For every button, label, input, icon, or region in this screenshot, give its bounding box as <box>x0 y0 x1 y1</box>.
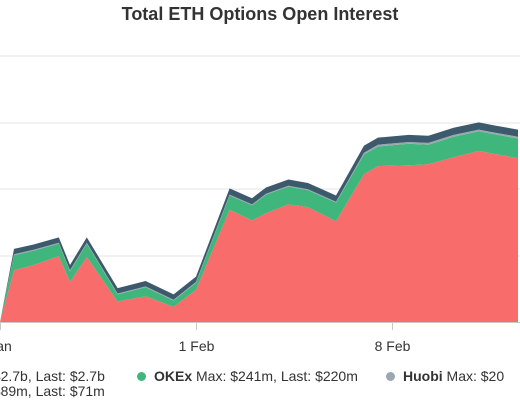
legend-stats: x: $89m, Last: $71m <box>0 383 105 399</box>
x-tick-label-2: 1 Feb <box>179 338 215 354</box>
chart-title: Total ETH Options Open Interest <box>121 4 399 24</box>
area-series-deribit <box>0 150 518 322</box>
legend-stats: Max: $20 <box>442 368 505 384</box>
legend-entry-huobi[interactable]: Huobi Max: $20 <box>386 366 504 386</box>
legend-entry-clipped[interactable]: x: $89m, Last: $71m <box>0 381 105 401</box>
legend-entry-clipped[interactable]: x: $2.7b, Last: $2.7b <box>0 366 105 386</box>
x-tick-label-1: Jan <box>0 338 12 354</box>
legend-entry-okex[interactable]: OKEx Max: $241m, Last: $220m <box>137 366 358 386</box>
area-series-okex <box>0 131 518 322</box>
x-tick-label-3: 8 Feb <box>375 338 411 354</box>
legend-dot-huobi <box>386 372 395 381</box>
legend-series-name: Huobi <box>403 368 443 384</box>
legend-stats: x: $2.7b, Last: $2.7b <box>0 368 105 384</box>
legend-stats: Max: $241m, Last: $220m <box>192 368 358 384</box>
legend-dot-okex <box>137 372 146 381</box>
stacked-areas <box>0 122 518 323</box>
legend-series-name: OKEx <box>154 368 193 384</box>
x-axis: Jan 1 Feb 8 Feb <box>0 322 520 354</box>
